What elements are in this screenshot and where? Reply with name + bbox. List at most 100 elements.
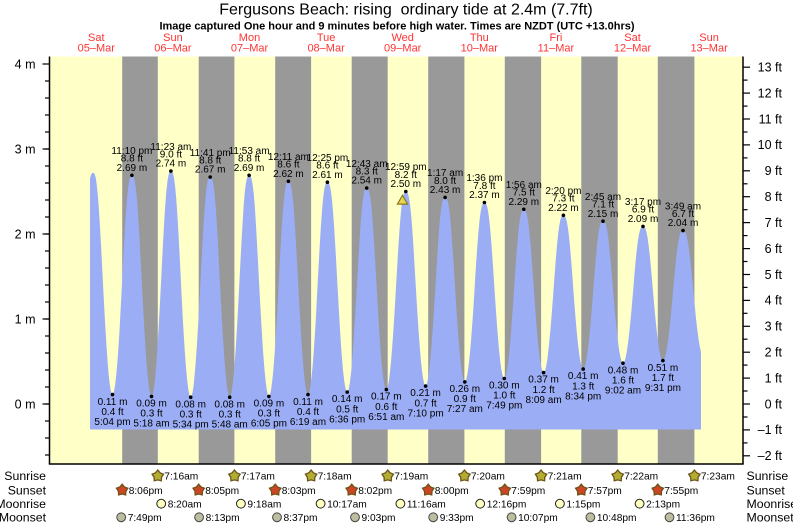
svg-text:7:55pm: 7:55pm bbox=[664, 486, 698, 497]
svg-text:7:16am: 7:16am bbox=[164, 472, 198, 483]
svg-text:06–Mar: 06–Mar bbox=[154, 43, 192, 55]
svg-text:13 ft: 13 ft bbox=[758, 61, 783, 75]
svg-text:9 ft: 9 ft bbox=[765, 164, 783, 178]
svg-text:6:36 pm: 6:36 pm bbox=[329, 414, 365, 425]
svg-text:07–Mar: 07–Mar bbox=[231, 43, 269, 55]
svg-text:9:18am: 9:18am bbox=[247, 499, 281, 510]
svg-text:12:16pm: 12:16pm bbox=[487, 499, 527, 510]
svg-text:11:16am: 11:16am bbox=[407, 499, 446, 510]
svg-text:7:23am: 7:23am bbox=[701, 472, 735, 483]
svg-text:6:05 pm: 6:05 pm bbox=[251, 419, 287, 430]
svg-text:7:27 am: 7:27 am bbox=[447, 404, 483, 415]
svg-text:7 ft: 7 ft bbox=[765, 216, 783, 230]
svg-text:2.29 m: 2.29 m bbox=[509, 197, 540, 208]
svg-text:2.61 m: 2.61 m bbox=[312, 170, 343, 181]
svg-text:4 m: 4 m bbox=[15, 57, 36, 71]
svg-text:8:06pm: 8:06pm bbox=[129, 486, 163, 497]
svg-text:Fergusons Beach: rising ordin: Fergusons Beach: rising ordinary tide at… bbox=[219, 2, 593, 19]
svg-text:0 m: 0 m bbox=[15, 397, 36, 411]
svg-text:9:03pm: 9:03pm bbox=[362, 513, 396, 524]
svg-text:8 ft: 8 ft bbox=[765, 190, 783, 204]
svg-text:12 ft: 12 ft bbox=[758, 86, 783, 100]
svg-text:1 m: 1 m bbox=[15, 312, 36, 326]
svg-text:10:17am: 10:17am bbox=[327, 499, 367, 510]
svg-text:5:34 pm: 5:34 pm bbox=[173, 419, 209, 430]
svg-text:7:18am: 7:18am bbox=[318, 472, 352, 483]
svg-text:7:17am: 7:17am bbox=[241, 472, 275, 483]
svg-text:9:33pm: 9:33pm bbox=[440, 513, 474, 524]
svg-text:2.09 m: 2.09 m bbox=[628, 214, 659, 225]
svg-text:13–Mar: 13–Mar bbox=[690, 43, 728, 55]
svg-text:7:49 pm: 7:49 pm bbox=[486, 401, 522, 412]
svg-text:2.04 m: 2.04 m bbox=[668, 218, 699, 229]
svg-text:–1 ft: –1 ft bbox=[758, 423, 783, 437]
svg-text:2.62 m: 2.62 m bbox=[273, 169, 304, 180]
svg-text:2.37 m: 2.37 m bbox=[469, 190, 500, 201]
svg-text:5 ft: 5 ft bbox=[765, 268, 783, 282]
svg-text:2.67 m: 2.67 m bbox=[195, 165, 226, 176]
svg-text:0 ft: 0 ft bbox=[765, 397, 783, 411]
svg-text:8:00pm: 8:00pm bbox=[435, 486, 469, 497]
svg-text:Moonrise: Moonrise bbox=[0, 497, 46, 511]
svg-text:Sunrise: Sunrise bbox=[747, 469, 789, 483]
svg-text:7:19am: 7:19am bbox=[394, 472, 428, 483]
svg-text:2.69 m: 2.69 m bbox=[117, 163, 148, 174]
svg-text:5:04 pm: 5:04 pm bbox=[94, 417, 130, 428]
svg-text:10:48pm: 10:48pm bbox=[597, 513, 637, 524]
svg-text:7:57pm: 7:57pm bbox=[588, 486, 622, 497]
svg-text:1:15pm: 1:15pm bbox=[566, 499, 600, 510]
svg-text:7:59pm: 7:59pm bbox=[511, 486, 545, 497]
svg-text:5:18 am: 5:18 am bbox=[133, 419, 169, 430]
svg-text:12–Mar: 12–Mar bbox=[614, 43, 652, 55]
svg-text:Image captured One hour and 9: Image captured One hour and 9 minutes be… bbox=[159, 21, 634, 33]
svg-text:3 m: 3 m bbox=[15, 142, 36, 156]
svg-text:7:10 pm: 7:10 pm bbox=[408, 408, 444, 419]
svg-text:2:13pm: 2:13pm bbox=[646, 499, 680, 510]
svg-text:8:13pm: 8:13pm bbox=[206, 513, 240, 524]
svg-text:7:49pm: 7:49pm bbox=[128, 513, 162, 524]
svg-text:2.22 m: 2.22 m bbox=[548, 203, 579, 214]
svg-text:8:02pm: 8:02pm bbox=[358, 486, 392, 497]
svg-text:05–Mar: 05–Mar bbox=[78, 43, 116, 55]
svg-text:1 ft: 1 ft bbox=[765, 371, 783, 385]
svg-text:8:20am: 8:20am bbox=[168, 499, 202, 510]
svg-text:2 m: 2 m bbox=[15, 227, 36, 241]
svg-text:Sunset: Sunset bbox=[8, 483, 47, 497]
svg-text:–2 ft: –2 ft bbox=[758, 449, 783, 463]
svg-text:7:22am: 7:22am bbox=[624, 472, 658, 483]
svg-text:2.74 m: 2.74 m bbox=[156, 159, 187, 170]
svg-text:10 ft: 10 ft bbox=[758, 138, 783, 152]
svg-text:9:31 pm: 9:31 pm bbox=[645, 383, 681, 394]
svg-text:8:03pm: 8:03pm bbox=[282, 486, 316, 497]
svg-text:2.54 m: 2.54 m bbox=[351, 176, 382, 187]
svg-text:2.69 m: 2.69 m bbox=[234, 163, 265, 174]
svg-text:Sunrise: Sunrise bbox=[4, 469, 46, 483]
svg-text:2.43 m: 2.43 m bbox=[430, 185, 461, 196]
svg-text:6:51 am: 6:51 am bbox=[368, 412, 404, 423]
svg-text:11 ft: 11 ft bbox=[759, 112, 783, 126]
svg-text:08–Mar: 08–Mar bbox=[307, 43, 345, 55]
svg-text:3 ft: 3 ft bbox=[765, 320, 783, 334]
svg-text:Sunset: Sunset bbox=[747, 483, 786, 497]
svg-text:8:09 am: 8:09 am bbox=[526, 395, 562, 406]
svg-text:11:36pm: 11:36pm bbox=[676, 513, 715, 524]
svg-text:Moonset: Moonset bbox=[747, 511, 793, 525]
svg-text:9:02 am: 9:02 am bbox=[605, 385, 641, 396]
svg-text:09–Mar: 09–Mar bbox=[384, 43, 422, 55]
svg-text:5:48 am: 5:48 am bbox=[212, 419, 248, 430]
svg-text:Moonrise: Moonrise bbox=[747, 497, 793, 511]
svg-text:10–Mar: 10–Mar bbox=[461, 43, 499, 55]
svg-text:6 ft: 6 ft bbox=[765, 242, 783, 256]
svg-text:8:34 pm: 8:34 pm bbox=[565, 391, 601, 402]
svg-text:2 ft: 2 ft bbox=[765, 346, 783, 360]
svg-text:8:05pm: 8:05pm bbox=[205, 486, 239, 497]
svg-text:4 ft: 4 ft bbox=[765, 294, 783, 308]
svg-text:2.15 m: 2.15 m bbox=[588, 209, 619, 220]
svg-text:8:37pm: 8:37pm bbox=[284, 513, 318, 524]
svg-text:7:20am: 7:20am bbox=[471, 472, 505, 483]
svg-text:7:21am: 7:21am bbox=[548, 472, 582, 483]
svg-text:2.50 m: 2.50 m bbox=[391, 179, 422, 190]
svg-text:11–Mar: 11–Mar bbox=[538, 43, 575, 55]
svg-text:6:19 am: 6:19 am bbox=[290, 417, 326, 428]
svg-text:Moonset: Moonset bbox=[0, 511, 47, 525]
